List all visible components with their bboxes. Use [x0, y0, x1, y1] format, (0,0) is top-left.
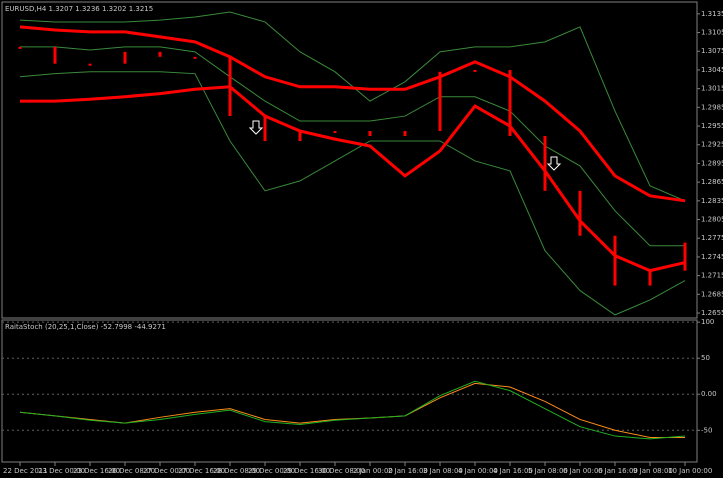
indicator-line — [20, 85, 686, 273]
price-bar — [158, 51, 162, 57]
x-tick-label: 3 Jan 08:00 — [423, 467, 463, 475]
price-bar — [228, 56, 232, 117]
price-bar — [18, 46, 22, 49]
price-bar — [473, 69, 477, 72]
indicator-line — [20, 46, 685, 247]
price-bar — [508, 69, 512, 137]
y-tick-label: 1.2955 — [701, 122, 723, 130]
price-bar — [193, 56, 197, 59]
y-tick-label: 1.2655 — [701, 309, 723, 317]
x-tick-label: 4 Jan 16:00 — [493, 467, 533, 475]
x-tick-label: 23 Dec 16:00 — [73, 467, 120, 475]
price-bar — [263, 116, 267, 141]
x-tick-label: 22 Dec 2011 — [3, 467, 48, 475]
x-tick-label: 6 Jan 16:00 — [598, 467, 638, 475]
x-tick-label: 9 Jan 08:00 — [633, 467, 673, 475]
price-bar — [543, 136, 547, 191]
oscillator-title: RaitaStoch (20,25,1,Close) -52.7998 -44.… — [5, 323, 166, 331]
x-tick-label: 6 Jan 00:00 — [563, 467, 603, 475]
y-tick-label: 1.2685 — [701, 290, 723, 298]
x-tick-label: 29 Dec 16:00 — [283, 467, 330, 475]
y-tick-label: 1.3015 — [701, 85, 723, 93]
price-bar — [123, 51, 127, 64]
price-bar — [683, 242, 687, 271]
indicator-line — [19, 71, 686, 316]
x-tick-label: 2 Jan 00:00 — [353, 467, 393, 475]
x-tick-label: 2 Jan 16:00 — [388, 467, 428, 475]
price-bar — [88, 63, 92, 66]
y-tick-label: 1.2805 — [701, 216, 723, 224]
y-tick-label: 1.2835 — [701, 197, 723, 205]
sell-arrow — [248, 120, 264, 135]
y-tick-label: 1.2865 — [701, 178, 723, 186]
y-tick-label: 1.2775 — [701, 234, 723, 242]
y-tick-label: 1.3135 — [701, 10, 723, 18]
y-tick-label: 100 — [701, 318, 714, 326]
x-tick-label: 27 Dec 16:00 — [178, 467, 225, 475]
y-tick-label: 1.2715 — [701, 272, 723, 280]
y-tick-label: 1.3105 — [701, 29, 723, 37]
price-title: EURUSD,H4 1.3207 1.3236 1.3202 1.3215 — [5, 5, 153, 13]
y-tick-label: 1.2745 — [701, 253, 723, 261]
indicator-line — [19, 380, 686, 440]
y-tick-label: 1.3045 — [701, 66, 723, 74]
y-tick-label: 50 — [701, 354, 710, 362]
x-tick-label: 26 Dec 08:00 — [108, 467, 155, 475]
x-tick-label: 5 Jan 08:00 — [528, 467, 568, 475]
y-tick-label: 1.3075 — [701, 47, 723, 55]
y-tick-label: 0.00 — [701, 390, 717, 398]
price-bar — [578, 190, 582, 236]
x-tick-label: 4 Jan 00:00 — [458, 467, 498, 475]
y-tick-label: 1.2985 — [701, 103, 723, 111]
x-tick-label: 28 Dec 08:00 — [213, 467, 260, 475]
oscillator-panel — [1, 319, 698, 463]
y-tick-label: 1.2925 — [701, 141, 723, 149]
x-tick-label: 23 Dec 00:00 — [38, 467, 85, 475]
x-tick-label: 29 Dec 00:00 — [248, 467, 295, 475]
price-bar — [368, 131, 372, 137]
price-bar — [438, 71, 442, 132]
price-panel — [1, 1, 698, 319]
y-tick-label: -50 — [701, 426, 712, 434]
price-bar — [613, 235, 617, 286]
sell-arrow — [546, 156, 562, 171]
indicator-line — [19, 11, 686, 202]
indicator-line — [19, 382, 685, 438]
price-bar — [298, 131, 302, 141]
price-bar — [403, 131, 407, 137]
price-bar — [648, 270, 652, 286]
y-tick-label: 1.2895 — [701, 159, 723, 167]
price-bar — [333, 131, 337, 134]
x-tick-label: 27 Dec 00:00 — [143, 467, 190, 475]
price-bar — [53, 46, 57, 64]
x-tick-label: 30 Dec 08:00 — [318, 467, 365, 475]
indicator-line — [19, 25, 686, 203]
x-tick-label: 10 Jan 00:00 — [668, 467, 712, 475]
